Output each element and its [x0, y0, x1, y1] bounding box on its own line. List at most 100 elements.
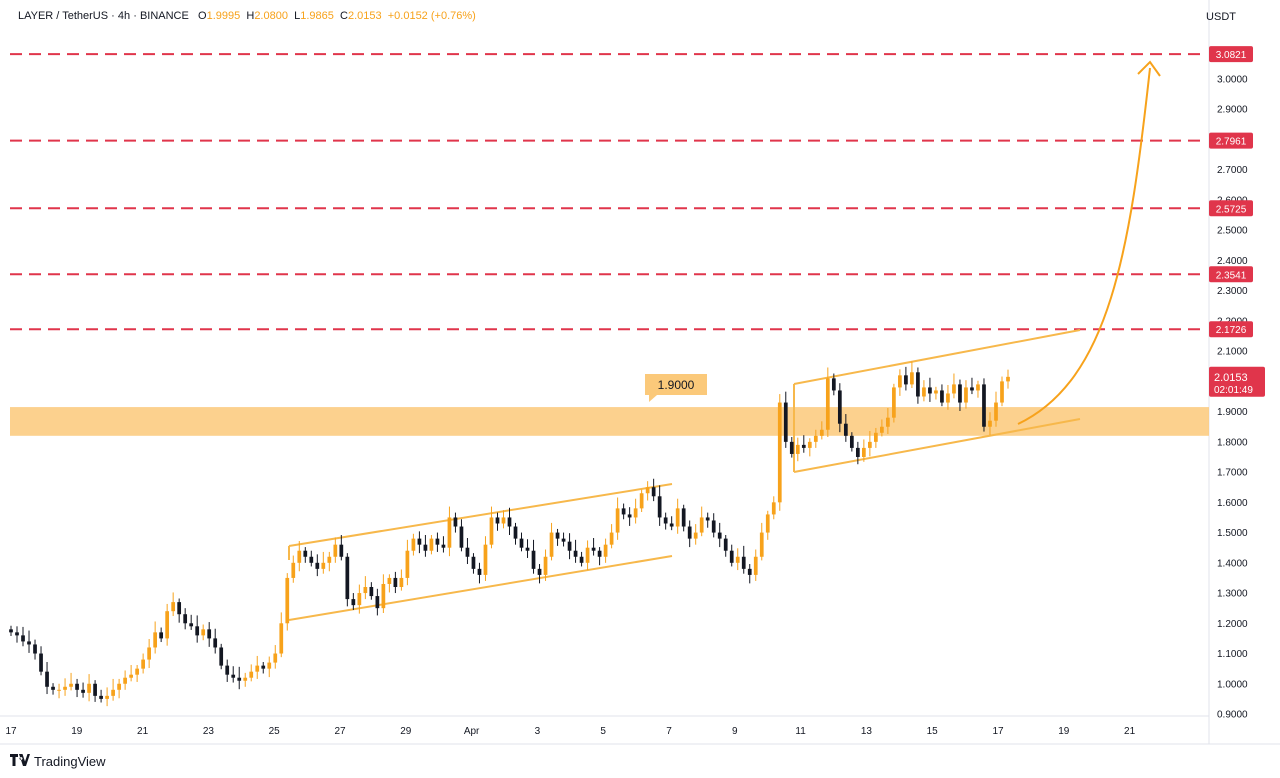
candle-body [357, 593, 362, 606]
tradingview-logo-text: TradingView [34, 754, 106, 769]
channel-lower [288, 555, 673, 621]
candle-body [261, 665, 266, 669]
candle-body [381, 583, 386, 609]
candle-body [243, 677, 248, 681]
price-tick-label: 2.1000 [1217, 347, 1248, 358]
low-label: L [294, 10, 301, 22]
time-axis[interactable]: 17 19 21 23 25 27 29 Apr 3 5 7 9 11 13 15 17 19 21 [5, 726, 1135, 737]
candle-body [453, 517, 458, 527]
candle-body [153, 632, 158, 648]
price-tick-label: 1.5000 [1217, 528, 1248, 539]
price-badges: 3.0821 2.7961 2.5725 2.3541 2.1726 2.015302:0… [1209, 46, 1265, 397]
candle-body [411, 538, 416, 551]
candle-body [9, 629, 13, 633]
candle-body [279, 623, 284, 654]
candle-body [819, 429, 824, 436]
candle-body [723, 538, 728, 551]
zone-label-box [645, 374, 707, 395]
candle-body [729, 550, 734, 563]
candle-body [573, 550, 578, 557]
candle-body [928, 387, 932, 394]
candle-body [189, 623, 194, 627]
symbol-name[interactable]: LAYER / TetherUS [18, 10, 109, 22]
support-zone: 1.9000 [10, 374, 1209, 436]
candle-body [369, 587, 374, 597]
price-tick-label: 2.7000 [1217, 165, 1248, 176]
candle-body [501, 517, 506, 524]
candle-body [645, 487, 650, 494]
candle-body [753, 556, 758, 575]
candle-body [531, 550, 536, 569]
candle-body [687, 526, 692, 539]
price-axis[interactable]: 3.00002.90002.80002.70002.60002.50002.40… [1217, 75, 1248, 721]
candle-body [177, 602, 182, 615]
candle-body [33, 644, 37, 654]
candle-body [231, 674, 236, 678]
candle-body [483, 544, 488, 575]
candle-body [291, 562, 296, 578]
candle-body [363, 587, 368, 594]
candle-body [615, 508, 620, 533]
candle-body [93, 683, 97, 696]
candle-body [898, 375, 902, 388]
candle-body [219, 647, 224, 666]
time-tick-label: 27 [334, 726, 346, 737]
candle-body [994, 402, 998, 421]
price-tick-label: 1.9000 [1217, 407, 1248, 418]
candle-body [333, 544, 338, 557]
currency-label[interactable]: USDT [1206, 11, 1236, 23]
candle-body [747, 568, 752, 575]
candle-body [657, 496, 662, 518]
candle-body [309, 556, 314, 563]
price-tick-label: 1.7000 [1217, 468, 1248, 479]
candle-body [1006, 376, 1010, 382]
open-value: 1.9995 [206, 10, 241, 22]
candle-body [621, 508, 626, 515]
interval[interactable]: 4h [117, 10, 131, 22]
candle-body [699, 517, 704, 533]
candle-body [351, 599, 356, 606]
candle-body [297, 550, 302, 563]
time-tick-label: 7 [666, 726, 672, 737]
time-tick-label: 5 [600, 726, 606, 737]
candle-body [141, 659, 145, 669]
level-badge [1209, 46, 1253, 63]
separator: · [111, 10, 118, 22]
candle-body [459, 526, 464, 548]
projection-arrow-curve [1017, 67, 1151, 425]
candle-body [861, 447, 866, 457]
candle-body [81, 689, 85, 693]
candle-body [315, 562, 320, 569]
level-badge [1209, 132, 1253, 149]
high-value: 2.0800 [254, 10, 288, 22]
candle-body [63, 686, 67, 690]
candle-body [27, 641, 31, 645]
candle-body [910, 372, 914, 385]
candle-body [886, 417, 890, 427]
candle-body [477, 568, 482, 575]
open-label: O [198, 10, 207, 22]
candle-body [579, 556, 584, 563]
candle-body [771, 502, 776, 515]
candle-body [435, 538, 440, 545]
candle-body [99, 695, 103, 699]
zone-label-pointer [649, 395, 657, 402]
change-value: +0.0152 (+0.76%) [387, 10, 476, 22]
candle-body [387, 577, 392, 584]
tradingview-logo[interactable]: TradingView [10, 754, 106, 769]
price-tick-label: 1.4000 [1217, 558, 1248, 569]
candle-body [765, 514, 770, 533]
candle-body [663, 517, 668, 524]
time-tick-label: 25 [269, 726, 281, 737]
time-tick-label: 21 [1124, 726, 1136, 737]
candle-body [639, 493, 644, 509]
price-tick-label: 1.1000 [1217, 649, 1248, 660]
price-tick-label: 2.9000 [1217, 105, 1248, 116]
candle-body [75, 683, 79, 690]
resistance-levels [10, 53, 1205, 331]
candle-body [759, 532, 764, 557]
candle-body [519, 538, 524, 548]
time-tick-label: Apr [464, 726, 480, 737]
candle-body [609, 532, 614, 545]
